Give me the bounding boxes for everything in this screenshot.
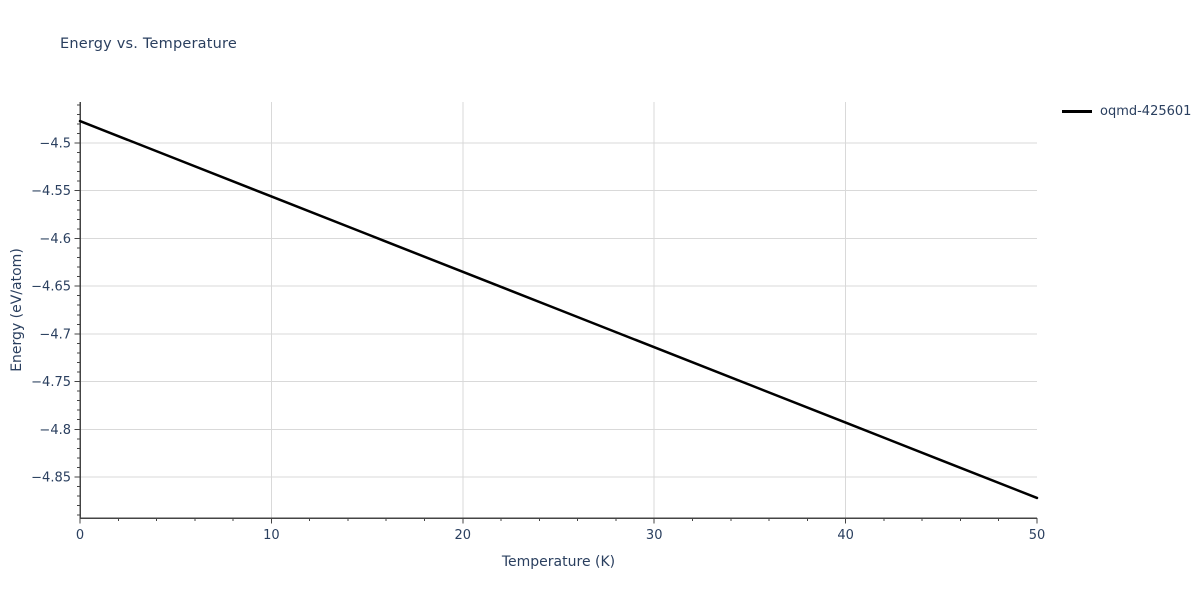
- x-tick-label: 40: [837, 528, 854, 543]
- legend-label: oqmd-425601: [1100, 104, 1192, 119]
- legend: oqmd-425601: [1062, 104, 1191, 119]
- chart-title: Energy vs. Temperature: [60, 36, 237, 52]
- legend-item-oqmd-425601[interactable]: oqmd-425601: [1062, 104, 1191, 119]
- series-line-oqmd-425601: [78, 119, 1039, 500]
- y-tick-label: −4.6: [39, 232, 71, 247]
- x-tick-label: 50: [1029, 528, 1046, 543]
- x-tick-label: 30: [646, 528, 663, 543]
- y-tick-label: −4.55: [31, 184, 71, 199]
- y-tick-label: −4.65: [31, 280, 71, 295]
- legend-line-swatch: [1062, 110, 1092, 113]
- x-tick-label: 0: [76, 528, 84, 543]
- y-tick-label: −4.85: [31, 470, 71, 485]
- x-axis-title: Temperature (K): [501, 554, 616, 570]
- y-tick-label: −4.5: [39, 137, 71, 152]
- y-axis-title: Energy (eV/atom): [9, 248, 25, 372]
- x-tick-label: 20: [455, 528, 472, 543]
- y-tick-label: −4.75: [31, 375, 71, 390]
- y-tick-label: −4.7: [39, 327, 71, 342]
- y-tick-label: −4.8: [39, 423, 71, 438]
- x-tick-label: 10: [263, 528, 280, 543]
